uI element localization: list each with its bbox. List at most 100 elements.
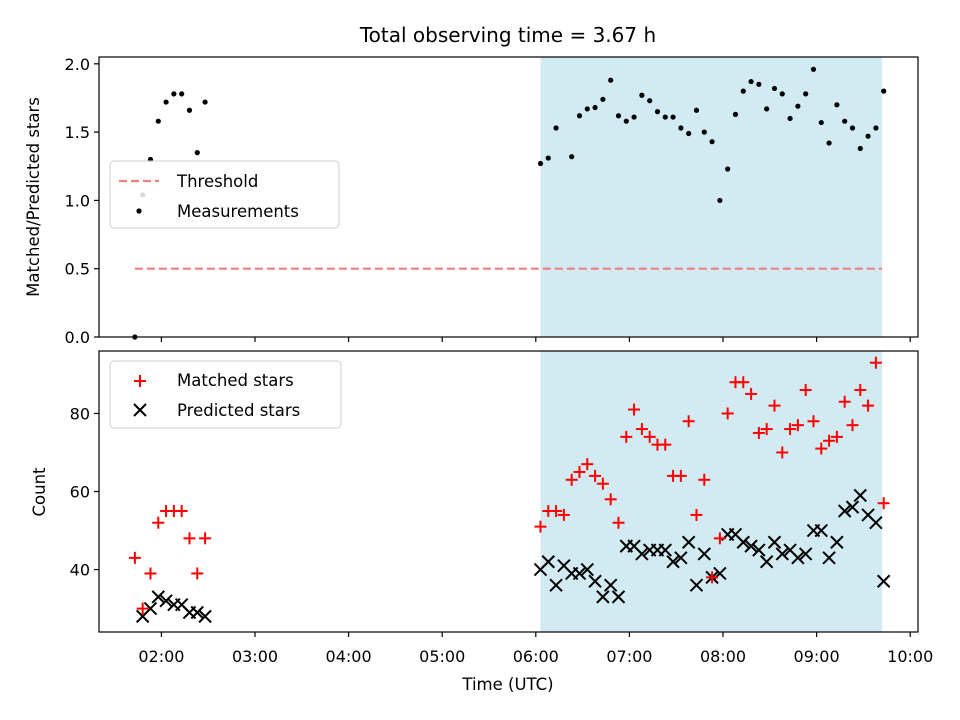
matched-star-point [854, 384, 867, 397]
measurement-point [608, 77, 614, 83]
matched-star-point [815, 442, 828, 455]
matched-star-point [557, 508, 570, 521]
measurement-point [787, 115, 793, 122]
measurement-point [615, 113, 622, 119]
matched-star-point [596, 477, 609, 490]
matched-star-point [674, 469, 687, 482]
predicted-star-point [775, 547, 789, 561]
matched-star-point [628, 403, 641, 416]
matched-star-point [682, 415, 695, 428]
measurement-point [179, 91, 185, 97]
predicted-star-point [845, 500, 860, 514]
predicted-star-point [198, 609, 212, 624]
matched-star-point [635, 423, 648, 436]
matched-star-point [721, 407, 734, 420]
ratio-y-tick-label: 0.5 [65, 260, 90, 279]
measurement-point [826, 140, 832, 146]
measurement-point [709, 139, 715, 145]
measurement-point [686, 130, 692, 137]
ratio-y-tick-label: 1.5 [65, 123, 90, 142]
matched-star-point [846, 419, 859, 432]
matched-star-point [589, 469, 602, 482]
ratio-y-axis-label: Matched/Predicted stars [24, 97, 43, 297]
predicted-star-point [791, 551, 805, 565]
matched-star-point [581, 458, 594, 471]
legend-measurements-label: Measurements [177, 202, 299, 221]
observing-window-shade-bottom [540, 351, 883, 632]
measurement-point [725, 166, 731, 172]
matched-star-point [807, 415, 820, 428]
legend-predicted-label: Predicted stars [177, 401, 300, 420]
matched-star-point [737, 376, 750, 389]
measurement-point [810, 66, 817, 72]
predicted-star-point [603, 578, 618, 592]
measurement-point [795, 103, 801, 109]
measurement-point [740, 88, 746, 94]
ratio-panel: 0.00.51.01.52.0 Matched/Predicted stars … [24, 55, 919, 347]
measurement-point [732, 111, 739, 117]
measurement-point [834, 102, 840, 108]
matched-star-point [565, 473, 578, 486]
measurement-point [569, 154, 575, 160]
measurement-point [881, 88, 887, 94]
matched-star-point [191, 567, 204, 580]
x-tick-label: 03:00 [232, 647, 278, 666]
ratio-y-tick-label: 0.0 [65, 328, 90, 347]
measurement-point [537, 160, 544, 167]
measurement-point [857, 145, 863, 152]
count-panel: 40 60 80 02:00 03:00 04:00 05:00 06:00 07:00 08:… [30, 350, 933, 694]
predicted-star-point [697, 547, 711, 561]
matched-star-point [776, 446, 789, 459]
matched-star-point [760, 423, 773, 436]
matched-star-point [752, 426, 765, 439]
measurement-point [202, 99, 208, 105]
matched-star-point [136, 602, 149, 615]
measurement-point [842, 118, 848, 124]
predicted-star-point [666, 555, 680, 569]
ratio-legend: Threshold Measurements [109, 160, 340, 229]
predicted-star-point [681, 535, 696, 549]
predicted-star-point [689, 578, 704, 592]
matched-star-point [144, 567, 157, 580]
matched-star-point [768, 399, 781, 412]
predicted-star-point [190, 605, 204, 620]
chart-title: Total observing time = 3.67 h [359, 23, 656, 47]
predicted-star-point [736, 535, 750, 549]
predicted-star-point [759, 555, 774, 569]
matched-star-point [534, 520, 547, 533]
matched-star-point [784, 423, 797, 436]
measurement-point [865, 133, 871, 139]
measurement-point [849, 125, 856, 131]
matched-star-point [690, 508, 703, 521]
x-tick-label: 05:00 [419, 647, 465, 666]
predicted-star-point [151, 590, 165, 604]
measurement-point [693, 107, 700, 113]
matched-star-point [612, 516, 625, 529]
matched-star-point [604, 493, 617, 506]
measurement-point [764, 106, 770, 112]
matched-star-point [869, 356, 882, 369]
count-y-tick-label: 40 [70, 561, 90, 580]
measurement-point [592, 104, 598, 111]
matched-star-point [175, 505, 188, 518]
ratio-y-tick-label: 1.0 [65, 191, 90, 210]
measurement-point [678, 125, 684, 131]
count-legend-box [109, 360, 342, 429]
measurement-point [623, 118, 629, 124]
predicted-star-point [541, 555, 555, 569]
predicted-star-point [869, 516, 883, 530]
predicted-star-point [853, 488, 867, 503]
count-y-tick-label: 60 [70, 483, 90, 502]
measurement-point [771, 85, 778, 92]
predicted-star-point [658, 543, 672, 557]
predicted-star-point [744, 539, 758, 553]
predicted-star-point [143, 601, 158, 616]
predicted-star-point [837, 504, 852, 518]
count-legend: Matched stars Predicted stars [109, 360, 342, 429]
measurement-point [186, 107, 193, 113]
matched-star-point [573, 465, 586, 478]
matched-star-point [550, 505, 563, 518]
x-tick-label: 08:00 [700, 647, 746, 666]
observing-window-shade-top [540, 57, 883, 337]
